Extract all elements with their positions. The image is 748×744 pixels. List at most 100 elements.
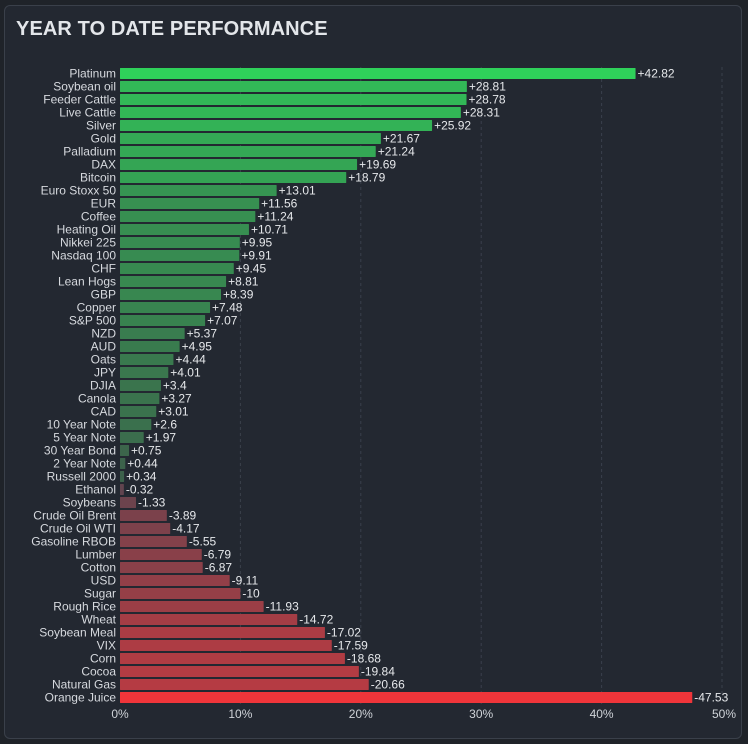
value-label: +7.07 <box>207 314 238 328</box>
value-label: -17.02 <box>327 626 361 640</box>
value-label: -0.32 <box>126 483 154 497</box>
bar <box>120 692 693 703</box>
bar <box>120 302 211 313</box>
category-label: 5 Year Note <box>53 431 116 445</box>
category-label: Copper <box>77 301 116 315</box>
value-label: +0.75 <box>131 444 162 458</box>
bar <box>120 393 160 404</box>
category-label: CHF <box>91 262 116 276</box>
bar <box>120 575 230 586</box>
bar <box>120 432 144 443</box>
category-label: Coffee <box>81 210 116 224</box>
bar <box>120 159 358 170</box>
category-label: USD <box>91 574 117 588</box>
bar <box>120 198 260 209</box>
bar <box>120 237 240 248</box>
value-label: -18.68 <box>347 652 381 666</box>
bar <box>120 614 298 625</box>
value-label: -5.55 <box>189 535 217 549</box>
bar <box>120 367 169 378</box>
value-label: +11.56 <box>261 197 297 211</box>
value-label: +25.92 <box>434 119 471 133</box>
bar <box>120 627 325 638</box>
value-label: +5.37 <box>187 327 218 341</box>
category-label: Oats <box>91 353 116 367</box>
bar <box>120 224 249 235</box>
bars <box>120 68 693 703</box>
bar <box>120 133 381 144</box>
bar <box>120 640 332 651</box>
value-label: +3.27 <box>161 392 192 406</box>
category-label: AUD <box>91 340 117 354</box>
category-label: Natural Gas <box>52 678 116 692</box>
bar <box>120 354 174 365</box>
value-label: -3.89 <box>169 509 197 523</box>
category-label: Palladium <box>63 145 116 159</box>
category-label: Bitcoin <box>80 171 116 185</box>
value-label: +4.95 <box>182 340 213 354</box>
value-label: +4.01 <box>170 366 201 380</box>
category-label: VIX <box>97 639 116 653</box>
category-label: Sugar <box>84 587 116 601</box>
value-label: +8.81 <box>228 275 259 289</box>
bar <box>120 68 636 79</box>
value-label: -4.17 <box>172 522 200 536</box>
bar <box>120 549 202 560</box>
category-label: Nikkei 225 <box>60 236 116 250</box>
bar <box>120 146 376 157</box>
category-label: 30 Year Bond <box>44 444 116 458</box>
value-label: +4.44 <box>175 353 206 367</box>
value-label: +0.44 <box>127 457 158 471</box>
bar <box>120 81 467 92</box>
value-label: -6.79 <box>204 548 232 562</box>
category-label: Soybean Meal <box>39 626 116 640</box>
category-label: Nasdaq 100 <box>51 249 116 263</box>
x-axis-ticks: 0% 10% 20% 30% 40% 50% <box>111 707 736 721</box>
tick-label: 50% <box>712 707 736 721</box>
bar <box>120 510 167 521</box>
chart-title: YEAR TO DATE PERFORMANCE <box>16 18 328 40</box>
category-label: CAD <box>91 405 117 419</box>
category-label: EUR <box>91 197 117 211</box>
bar <box>120 679 369 690</box>
bar <box>120 328 185 339</box>
value-label: +28.78 <box>469 93 506 107</box>
category-label: Lean Hogs <box>58 275 116 289</box>
value-label: +3.01 <box>158 405 189 419</box>
value-label: +42.82 <box>638 67 675 81</box>
category-label: Gold <box>91 132 116 146</box>
category-label: Corn <box>90 652 116 666</box>
category-label: NZD <box>91 327 116 341</box>
category-label: Euro Stoxx 50 <box>41 184 117 198</box>
tick-label: 40% <box>590 707 614 721</box>
bar <box>120 562 203 573</box>
value-label: +8.39 <box>223 288 254 302</box>
category-label: Soybeans <box>63 496 116 510</box>
bar <box>120 172 347 183</box>
value-label: +10.71 <box>251 223 288 237</box>
bar <box>120 250 240 261</box>
bar <box>120 185 277 196</box>
bar <box>120 484 124 495</box>
category-label: Russell 2000 <box>47 470 117 484</box>
category-label: S&P 500 <box>69 314 116 328</box>
value-label: +9.45 <box>236 262 267 276</box>
bar <box>120 211 256 222</box>
category-label: Feeder Cattle <box>43 93 116 107</box>
category-label: Gasoline RBOB <box>31 535 116 549</box>
tick-label: 30% <box>469 707 493 721</box>
category-label: Soybean oil <box>53 80 116 94</box>
value-label: +21.24 <box>378 145 415 159</box>
category-label: GBP <box>91 288 116 302</box>
category-label: Wheat <box>81 613 116 627</box>
bar <box>120 406 157 417</box>
category-label: 10 Year Note <box>47 418 117 432</box>
category-label: Silver <box>86 119 116 133</box>
value-label: +19.69 <box>359 158 396 172</box>
value-label: -1.33 <box>138 496 166 510</box>
bar <box>120 315 206 326</box>
category-label: Rough Rice <box>53 600 116 614</box>
bar <box>120 653 345 664</box>
